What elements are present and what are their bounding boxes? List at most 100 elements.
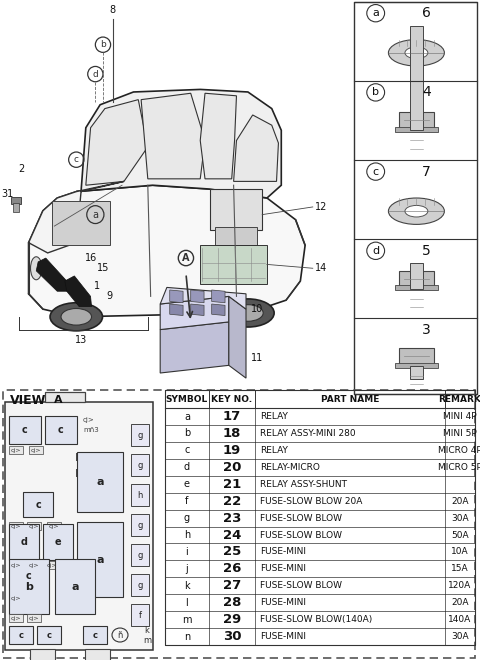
Text: cj>: cj> <box>49 523 59 529</box>
Bar <box>9 522 23 530</box>
Text: 18: 18 <box>223 427 241 440</box>
Polygon shape <box>229 296 246 378</box>
Text: 5: 5 <box>422 244 431 258</box>
Bar <box>131 484 149 506</box>
Bar <box>47 522 61 530</box>
Bar <box>131 544 149 566</box>
Text: cj>: cj> <box>11 562 21 568</box>
Text: k: k <box>144 626 149 634</box>
Bar <box>215 228 257 246</box>
Bar <box>131 604 149 626</box>
Text: 20A: 20A <box>451 598 469 607</box>
Text: 19: 19 <box>223 444 241 457</box>
Text: c: c <box>19 630 24 640</box>
Text: h: h <box>184 530 190 540</box>
Polygon shape <box>141 93 205 179</box>
Text: FUSE-MINI: FUSE-MINI <box>260 547 306 556</box>
Text: g: g <box>137 430 143 440</box>
Text: FUSE-MINI: FUSE-MINI <box>260 564 306 574</box>
Text: a: a <box>96 554 104 564</box>
Bar <box>9 446 23 454</box>
Bar <box>27 561 41 569</box>
Bar <box>9 524 39 560</box>
Ellipse shape <box>405 205 428 217</box>
Text: 17: 17 <box>223 410 241 423</box>
Bar <box>9 594 23 602</box>
Text: 12: 12 <box>315 202 327 212</box>
Text: FUSE-SLOW BLOW: FUSE-SLOW BLOW <box>260 581 342 590</box>
Ellipse shape <box>388 198 444 224</box>
Bar <box>9 561 23 569</box>
Text: d: d <box>372 246 379 256</box>
Text: g: g <box>137 581 143 589</box>
Text: I: I <box>75 453 79 463</box>
Bar <box>131 454 149 476</box>
Bar <box>52 201 109 246</box>
Text: h: h <box>137 490 143 500</box>
Bar <box>77 522 123 597</box>
Text: 6: 6 <box>422 6 431 20</box>
Bar <box>9 626 33 644</box>
Polygon shape <box>212 304 225 315</box>
Text: c: c <box>22 425 28 435</box>
Text: cj>: cj> <box>83 417 95 423</box>
Text: 50A: 50A <box>451 531 469 539</box>
Text: cj>: cj> <box>31 447 41 453</box>
Bar <box>9 416 41 444</box>
Polygon shape <box>191 290 204 303</box>
Ellipse shape <box>388 40 444 66</box>
Text: KEY NO.: KEY NO. <box>211 395 252 404</box>
Text: 4: 4 <box>422 85 431 100</box>
Text: FUSE-SLOW BLOW(140A): FUSE-SLOW BLOW(140A) <box>260 615 372 624</box>
Bar <box>398 271 434 287</box>
Text: 8: 8 <box>109 5 116 15</box>
Polygon shape <box>160 322 229 373</box>
Bar <box>30 649 55 660</box>
Text: l: l <box>186 598 188 608</box>
Text: VIEW: VIEW <box>10 393 47 407</box>
Text: RELAY ASSY-MINI 280: RELAY ASSY-MINI 280 <box>260 429 356 438</box>
Text: k: k <box>184 581 190 591</box>
Polygon shape <box>29 185 305 317</box>
Text: RELAY: RELAY <box>260 446 288 455</box>
Ellipse shape <box>222 299 274 327</box>
Text: b: b <box>184 428 190 438</box>
Bar <box>83 626 107 644</box>
Polygon shape <box>29 182 124 253</box>
Polygon shape <box>170 304 183 315</box>
Text: b: b <box>372 87 379 98</box>
Text: a: a <box>184 412 190 422</box>
Text: REMARK: REMARK <box>439 395 480 404</box>
Text: d: d <box>21 537 27 547</box>
Text: mñ3: mñ3 <box>83 427 99 433</box>
Text: FUSE-SLOW BLOW: FUSE-SLOW BLOW <box>260 513 342 523</box>
Text: 7: 7 <box>422 164 431 179</box>
Text: m: m <box>182 614 192 624</box>
Bar <box>410 26 423 131</box>
Text: 1: 1 <box>94 281 100 291</box>
Bar <box>77 452 123 512</box>
Text: b: b <box>100 40 106 50</box>
Polygon shape <box>36 258 69 291</box>
Bar <box>37 626 61 644</box>
Bar <box>9 559 49 614</box>
Bar <box>45 561 59 569</box>
Text: FUSE-SLOW BLOW: FUSE-SLOW BLOW <box>260 531 342 539</box>
Polygon shape <box>86 100 148 185</box>
Polygon shape <box>191 304 204 315</box>
Text: MICRO 4P: MICRO 4P <box>438 446 480 455</box>
Polygon shape <box>160 287 246 309</box>
Text: c: c <box>184 446 190 455</box>
Text: 9: 9 <box>107 291 113 302</box>
Bar <box>12 197 21 205</box>
Text: c: c <box>74 155 79 164</box>
Bar <box>43 524 73 560</box>
Text: g: g <box>184 513 190 523</box>
Bar <box>395 363 438 368</box>
Text: cj>: cj> <box>29 523 39 529</box>
Text: cj>: cj> <box>11 523 21 529</box>
Bar <box>27 614 41 622</box>
Polygon shape <box>65 276 92 307</box>
Text: 2: 2 <box>18 164 24 174</box>
Bar <box>200 246 267 284</box>
